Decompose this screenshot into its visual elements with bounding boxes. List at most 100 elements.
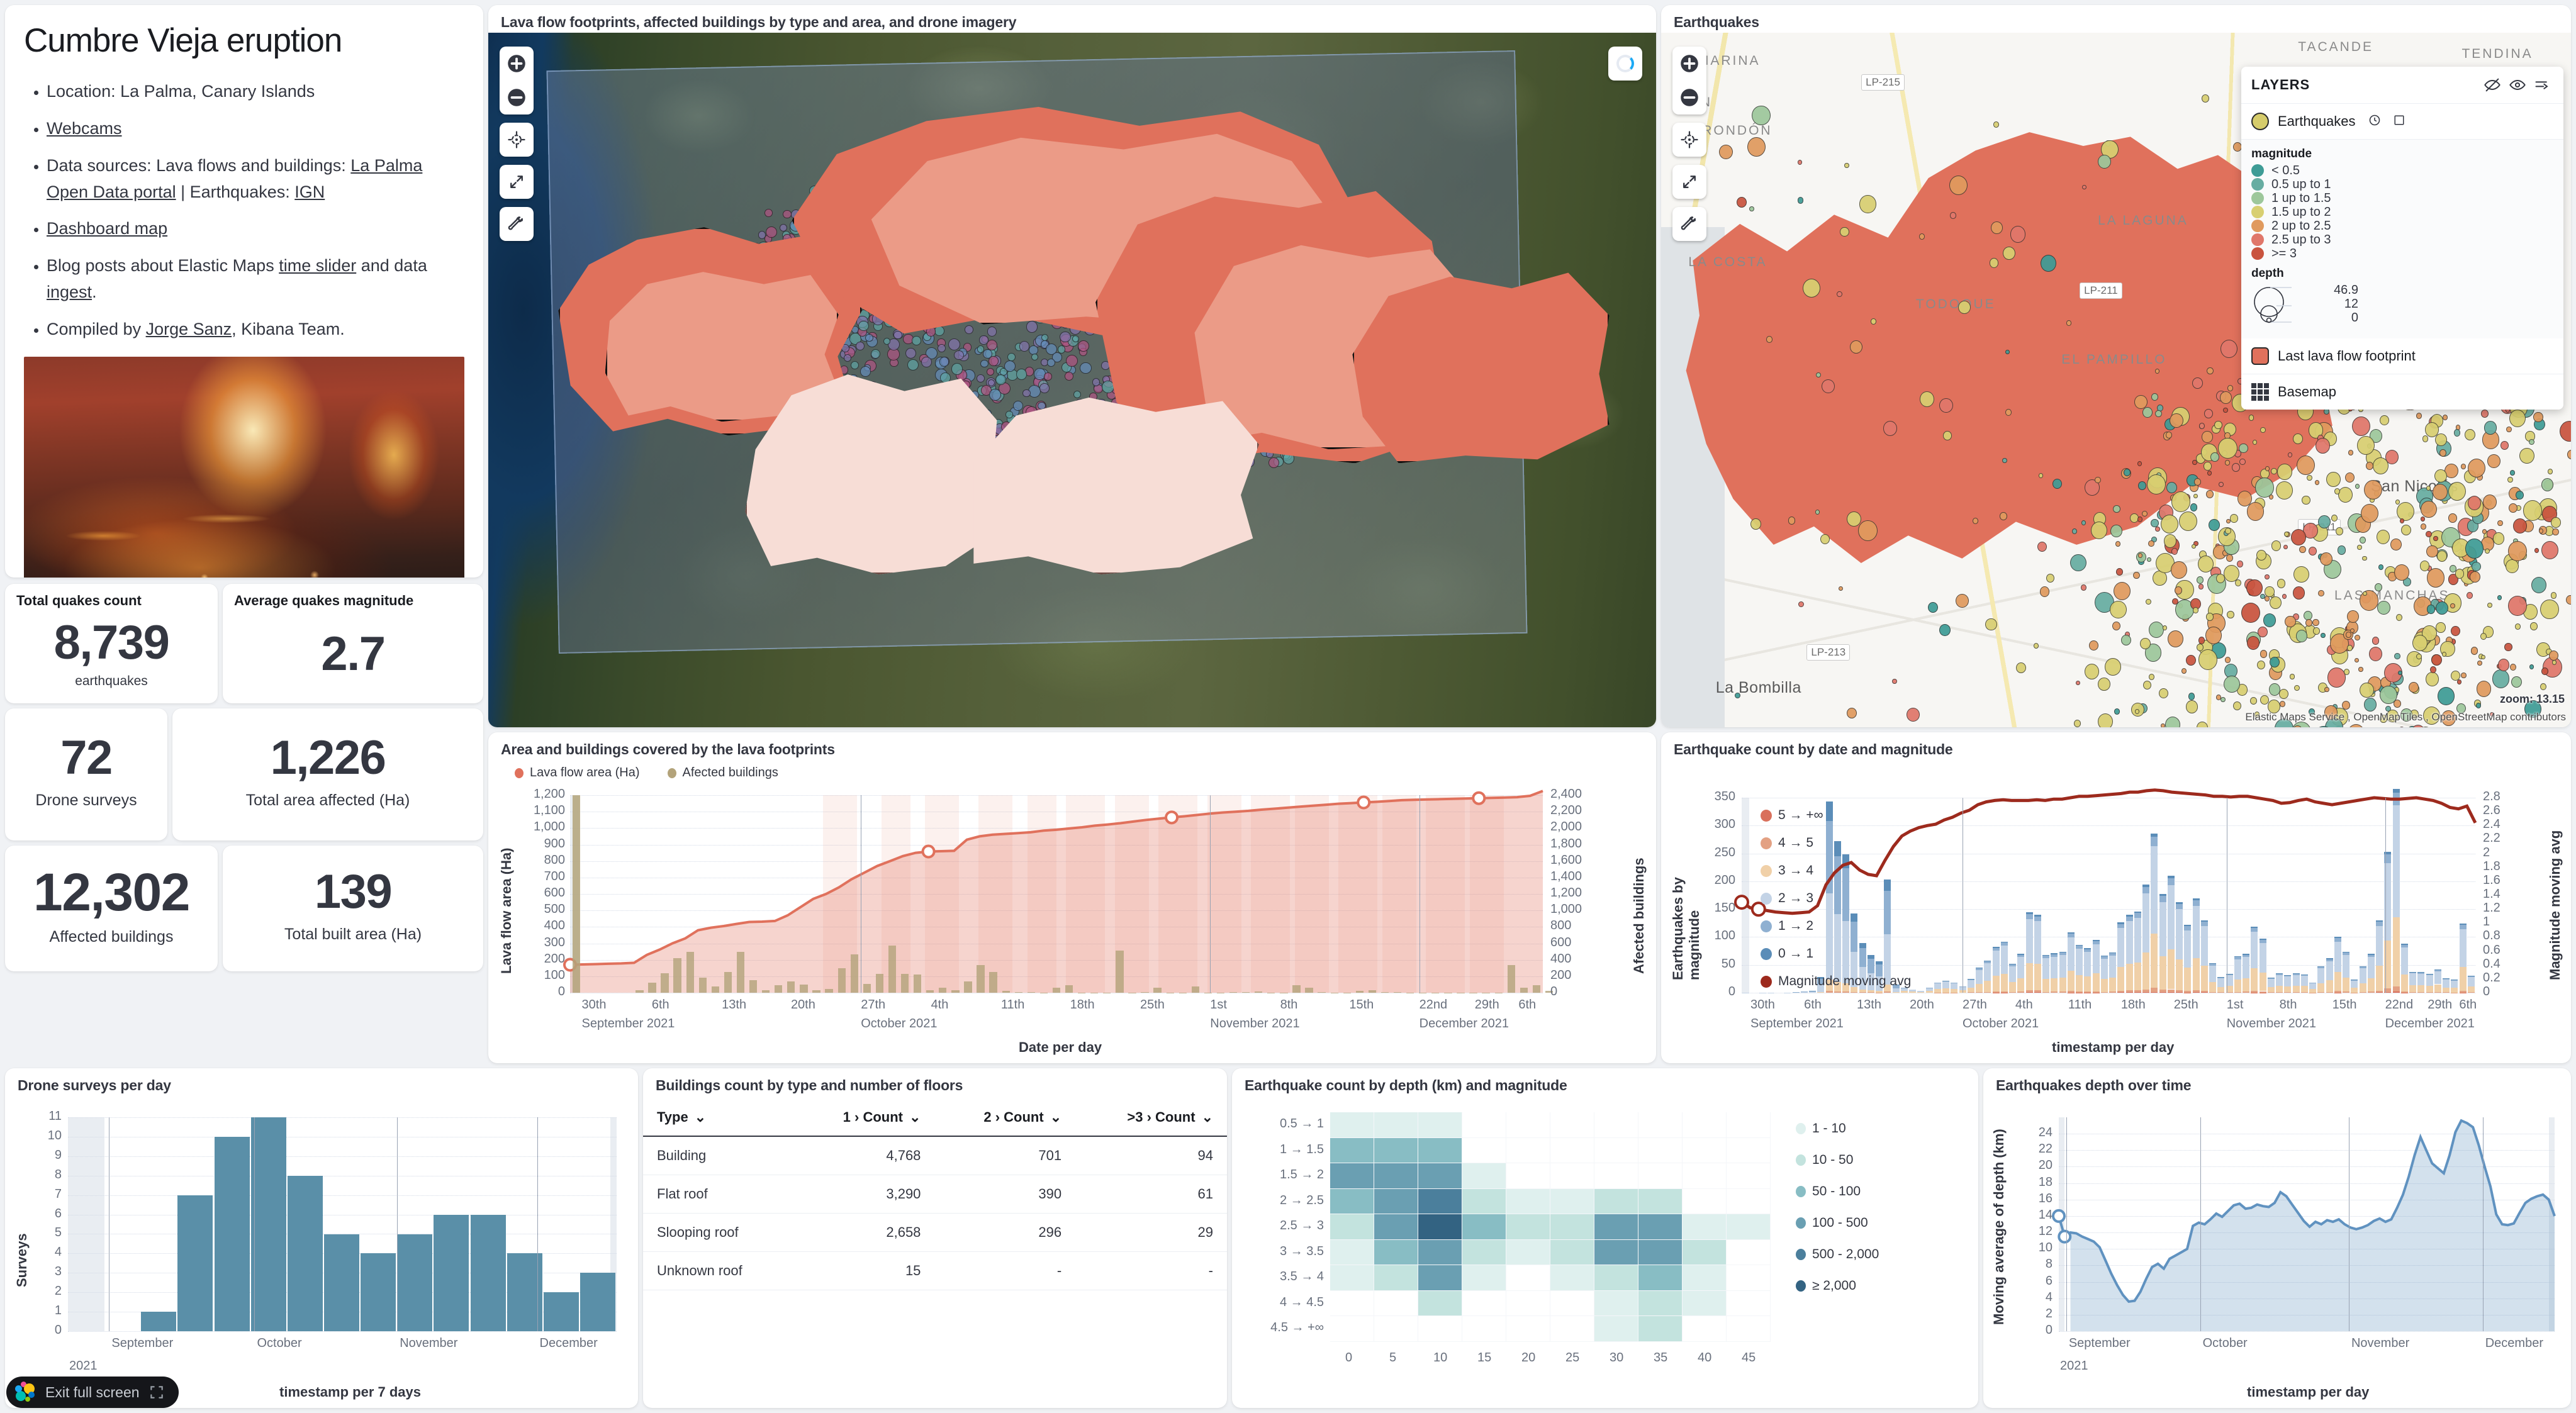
heatmap-cell[interactable]: [1594, 1188, 1638, 1214]
heatmap-cell[interactable]: [1330, 1112, 1374, 1138]
legend-item-1[interactable]: 4 → 5: [1761, 835, 1911, 851]
column-header-2-count[interactable]: 2 › Count ⌄: [934, 1099, 1076, 1137]
dashboard-map-link[interactable]: Dashboard map: [47, 219, 168, 238]
heatmap-cell[interactable]: [1727, 1137, 1771, 1163]
heatmap-cell[interactable]: [1374, 1290, 1418, 1316]
heatmap-cell[interactable]: [1727, 1214, 1771, 1240]
heatmap-cell[interactable]: [1683, 1239, 1727, 1265]
heatmap-cell[interactable]: [1330, 1214, 1374, 1240]
heatmap-cell[interactable]: [1638, 1290, 1683, 1316]
heatmap-cell[interactable]: [1330, 1163, 1374, 1189]
exit-full-screen-button[interactable]: Exit full screen: [6, 1377, 179, 1408]
map-tools-control[interactable]: [500, 207, 534, 241]
heatmap-cell[interactable]: [1418, 1137, 1462, 1163]
heatmap-cell[interactable]: [1727, 1188, 1771, 1214]
zoom-out-icon[interactable]: [1672, 81, 1706, 114]
heatmap-legend-row[interactable]: 10 - 50: [1796, 1153, 1879, 1168]
fit-to-data-icon[interactable]: [1672, 123, 1706, 157]
heatmap-cell[interactable]: [1462, 1163, 1506, 1189]
heatmap-cell[interactable]: [1506, 1112, 1550, 1138]
hide-all-layers-icon[interactable]: [2482, 74, 2503, 96]
heatmap-cell[interactable]: [1330, 1316, 1374, 1342]
area-chart-plot[interactable]: 0 100 200 300 400 500 600 700 800 900 1,000 1,100 1,…: [488, 785, 1656, 1063]
heatmap-cell[interactable]: [1594, 1265, 1638, 1291]
chart-legend[interactable]: Lava flow area (Ha) Afected buildings: [488, 763, 1656, 780]
heatmap-cell[interactable]: [1418, 1112, 1462, 1138]
earthquake-count-plot[interactable]: 5 → +∞ 4 → 5 3 → 4 2 → 3 1 → 2 0 → 1 Magnitude…: [1661, 766, 2571, 1063]
heatmap-cell[interactable]: [1462, 1188, 1506, 1214]
heatmap-cell[interactable]: [1683, 1316, 1727, 1342]
collapse-panel-icon[interactable]: [2532, 74, 2553, 96]
heatmap-legend-row[interactable]: ≥ 2,000: [1796, 1278, 1879, 1293]
legend-item-4[interactable]: 1 → 2: [1761, 919, 1911, 934]
heatmap-legend-row[interactable]: 500 - 2,000: [1796, 1247, 1879, 1262]
heatmap-cell[interactable]: [1550, 1214, 1594, 1240]
heatmap-cell[interactable]: [1550, 1163, 1594, 1189]
map-tools-control[interactable]: [1672, 207, 1706, 241]
fullscreen-icon[interactable]: [500, 165, 534, 199]
time-slider-link[interactable]: time slider: [279, 256, 357, 276]
zoom-control-group[interactable]: [500, 47, 534, 114]
heatmap-cell[interactable]: [1374, 1112, 1418, 1138]
heatmap-cell[interactable]: [1683, 1137, 1727, 1163]
layer-row-last-lava-flow-footprint[interactable]: Last lava flow footprint: [2241, 338, 2563, 374]
heatmap-cell[interactable]: [1594, 1290, 1638, 1316]
heatmap-cell[interactable]: [1683, 1163, 1727, 1189]
heatmap-cell[interactable]: [1727, 1316, 1771, 1342]
heatmap-cell[interactable]: [1418, 1188, 1462, 1214]
heatmap-cell[interactable]: [1374, 1163, 1418, 1189]
heatmap-cell[interactable]: [1550, 1188, 1594, 1214]
heatmap-cell[interactable]: [1550, 1137, 1594, 1163]
heatmap-cell[interactable]: [1374, 1188, 1418, 1214]
ingest-link[interactable]: ingest: [47, 282, 92, 302]
heatmap-cell[interactable]: [1374, 1214, 1418, 1240]
heatmap-cell[interactable]: [1638, 1163, 1683, 1189]
chart-legend[interactable]: 5 → +∞ 4 → 5 3 → 4 2 → 3 1 → 2 0 → 1 Magnitude…: [1761, 808, 1911, 989]
heatmap-cell[interactable]: [1594, 1163, 1638, 1189]
fullscreen-exit-icon[interactable]: [148, 1384, 165, 1400]
heatmap-cell[interactable]: [1330, 1265, 1374, 1291]
fullscreen-control[interactable]: [1672, 165, 1706, 199]
layer-row-basemap[interactable]: Basemap: [2241, 374, 2563, 410]
heatmap-cell[interactable]: [1506, 1265, 1550, 1291]
la-palma-open-data-portal-link[interactable]: La Palma Open Data portal: [47, 155, 423, 201]
heatmap-legend-row[interactable]: 100 - 500: [1796, 1215, 1879, 1231]
heatmap-cell[interactable]: [1550, 1265, 1594, 1291]
zoom-in-icon[interactable]: [500, 47, 534, 81]
heatmap-cell[interactable]: [1462, 1112, 1506, 1138]
heatmap-cell[interactable]: [1506, 1214, 1550, 1240]
heatmap-cell[interactable]: [1594, 1112, 1638, 1138]
heatmap-cell[interactable]: [1462, 1265, 1506, 1291]
heatmap-cell[interactable]: [1550, 1112, 1594, 1138]
table-row[interactable]: Slooping roof 2,658 296 29: [643, 1213, 1227, 1252]
heatmap-cell[interactable]: [1506, 1188, 1550, 1214]
heatmap-cell[interactable]: [1418, 1316, 1462, 1342]
wrench-icon[interactable]: [1672, 207, 1706, 241]
heatmap-cell[interactable]: [1506, 1163, 1550, 1189]
depth-over-time-plot[interactable]: 0 2 4 6 8 10 12 14 16 18 20 22 24 September October Nov…: [1983, 1101, 2571, 1408]
webcams-link[interactable]: Webcams: [47, 118, 122, 138]
column-header-1-count[interactable]: 1 › Count ⌄: [793, 1099, 935, 1137]
layer-row-earthquakes[interactable]: Earthquakes: [2241, 104, 2563, 139]
heatmap-legend-row[interactable]: 1 - 10: [1796, 1121, 1879, 1136]
heatmap-cell[interactable]: [1638, 1137, 1683, 1163]
heatmap-grid[interactable]: [1330, 1112, 1771, 1342]
legend-item-6[interactable]: Magnitude moving avg: [1761, 974, 1911, 989]
heatmap-legend-row[interactable]: 50 - 100: [1796, 1184, 1879, 1199]
heatmap-cell[interactable]: [1683, 1214, 1727, 1240]
fit-to-data-icon[interactable]: [500, 123, 534, 157]
heatmap-cell[interactable]: [1330, 1188, 1374, 1214]
heatmap-cell[interactable]: [1330, 1290, 1374, 1316]
heatmap-cell[interactable]: [1418, 1290, 1462, 1316]
square-icon[interactable]: [2394, 114, 2405, 129]
heatmap-cell[interactable]: [1550, 1316, 1594, 1342]
fullscreen-icon[interactable]: [1672, 165, 1706, 199]
heatmap-cell[interactable]: [1506, 1316, 1550, 1342]
jorge-sanz-link[interactable]: Jorge Sanz: [145, 319, 232, 338]
heatmap-cell[interactable]: [1594, 1239, 1638, 1265]
heatmap-cell[interactable]: [1727, 1112, 1771, 1138]
buildings-table[interactable]: Type ⌄ 1 › Count ⌄ 2 › Count ⌄ >3 › Count ⌄ …: [643, 1099, 1227, 1290]
fit-to-data-control[interactable]: [500, 123, 534, 157]
zoom-out-icon[interactable]: [500, 81, 534, 114]
heatmap-cell[interactable]: [1418, 1214, 1462, 1240]
